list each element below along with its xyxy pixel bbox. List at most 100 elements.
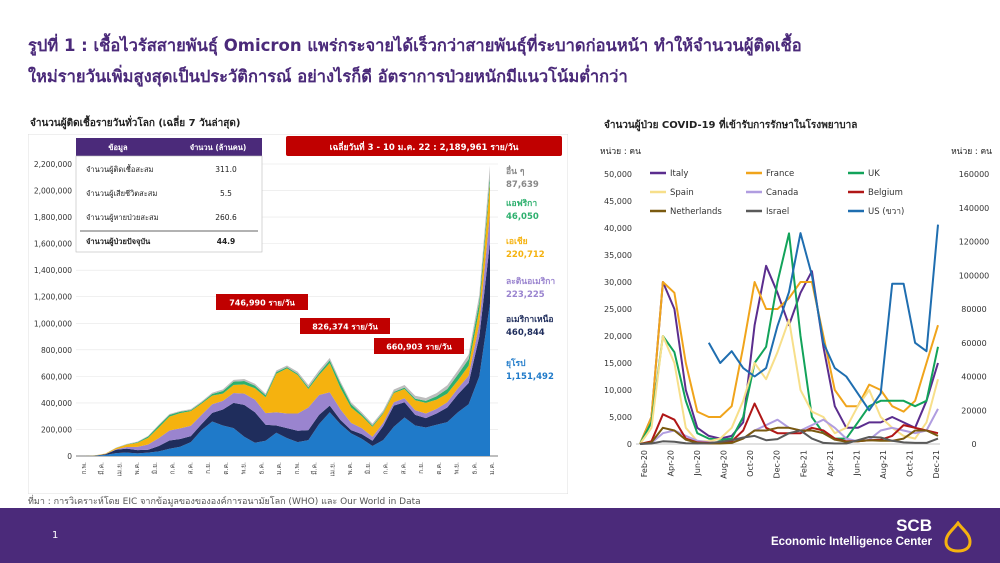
table-header-label: ข้อมูล: [108, 143, 128, 153]
left-x-tick: ต.ค.: [435, 462, 443, 475]
annotation-bg: [300, 318, 390, 334]
right-x-tick: Aug-20: [720, 450, 729, 479]
right-chart-y-left-tick: 15,000: [604, 359, 632, 368]
footer-bar: 1 SCB Economic Intelligence Center: [0, 508, 1000, 563]
left-x-tick: พ.ย.: [453, 462, 461, 474]
left-x-tick: ก.พ.: [80, 462, 88, 474]
left-y-tick: 1,800,000: [34, 213, 72, 222]
headline: รูปที่ 1 : เชื้อไวรัสสายพันธุ์ Omicron แ…: [28, 30, 978, 92]
area-value-3: 220,712: [506, 250, 545, 260]
right-x-tick: Oct-21: [905, 450, 914, 477]
brand-block: SCB Economic Intelligence Center: [771, 516, 932, 548]
right-chart-y-right-tick: 80000: [961, 305, 986, 314]
right-x-tick: Dec-20: [773, 450, 782, 479]
headline-line-1: รูปที่ 1 : เชื้อไวรัสสายพันธุ์ Omicron แ…: [28, 36, 802, 55]
left-x-tick: ก.ย.: [417, 462, 425, 474]
annotation-bg: [216, 294, 308, 310]
brand-subtitle: Economic Intelligence Center: [770, 536, 932, 548]
left-x-tick: ก.ค.: [382, 462, 390, 474]
legend-label-1: France: [766, 169, 794, 179]
table-body-bg: [75, 155, 263, 253]
left-x-tick: มี.ค.: [311, 462, 319, 475]
right-chart-y-right-tick: 0: [971, 440, 976, 449]
right-chart-y-left-tick: 5,000: [609, 413, 632, 422]
annotation-text: 660,903 ราย/วัน: [386, 343, 452, 352]
table-row-value: 311.0: [215, 165, 237, 174]
left-x-tick: มี.ค.: [98, 462, 106, 475]
legend-label-6: Netherlands: [670, 207, 722, 217]
right-chart-title: จำนวนผู้ป่วย COVID-19 ที่เข้ารับการรักษา…: [604, 120, 858, 131]
left-x-tick: พ.ย.: [240, 462, 248, 474]
left-chart-title: จำนวนผู้ติดเชื้อรายวันทั่วโลก (เฉลี่ย 7 …: [30, 118, 241, 129]
left-x-tick: พ.ค.: [346, 462, 354, 475]
area-label-2: ละตินอเมริกา: [506, 276, 555, 287]
left-x-tick: ต.ค.: [222, 462, 230, 475]
area-label-1: อเมริกาเหนือ: [506, 314, 554, 325]
right-chart-y-right-tick: 160000: [959, 170, 990, 179]
right-x-tick: Aug-21: [879, 450, 888, 479]
right-chart-y-left-tick: 0: [627, 440, 632, 449]
area-series-0: [84, 303, 490, 456]
table-header-bg: [76, 138, 262, 156]
left-x-tick: ม.ค.: [488, 462, 496, 475]
left-y-tick: 1,400,000: [34, 266, 72, 275]
banner-text: เฉลี่ยวันที่ 3 - 10 ม.ค. 22 : 2,189,961 …: [330, 140, 519, 153]
table-row-label: จำนวนผู้ติดเชื้อสะสม: [86, 164, 154, 174]
legend-label-0: Italy: [670, 169, 688, 179]
table-row-value: 260.6: [215, 213, 237, 222]
right-chart-y-right-tick: 20000: [961, 406, 986, 415]
left-x-tick: เม.ย.: [115, 462, 123, 476]
right-chart-y-left-tick: 10,000: [604, 386, 632, 395]
line-series-3: [639, 318, 939, 445]
right-chart-y-right-tick: 140000: [959, 204, 990, 213]
right-chart-y-left-tick: 20,000: [604, 332, 632, 341]
left-y-tick: 600,000: [41, 372, 72, 381]
brand-name: SCB: [896, 516, 932, 535]
left-y-tick: 0: [67, 452, 72, 461]
legend-label-3: Spain: [670, 188, 694, 198]
table-header-value: จำนวน (ล้านคน): [190, 143, 247, 152]
legend-label-8: US (ขวา): [868, 207, 904, 217]
right-x-tick: Oct-20: [746, 450, 755, 477]
area-label-4: แอฟริกา: [506, 198, 537, 209]
right-x-tick: Apr-20: [667, 450, 676, 476]
right-x-tick: Jun-20: [693, 450, 702, 477]
left-chart: 0 200,000 400,000 600,000 800,000 1,000,000 1,…: [28, 134, 568, 494]
area-label-5: อื่น ๆ: [506, 164, 525, 177]
right-x-tick: Jun-21: [852, 450, 861, 477]
area-value-2: 223,225: [506, 290, 545, 300]
left-x-tick: เม.ย.: [328, 462, 336, 476]
right-chart-y-right-tick: 60000: [961, 339, 986, 348]
source-note: ที่มา : การวิเคราะห์โดย EIC จากข้อมูลของ…: [28, 497, 421, 507]
left-y-tick: 1,200,000: [34, 293, 72, 302]
right-chart-y-left-tick: 40,000: [604, 224, 632, 233]
table-row-value: 44.9: [217, 237, 236, 246]
banner-bg: [286, 136, 562, 156]
legend-label-7: Israel: [766, 207, 789, 217]
left-x-tick: ก.ค.: [169, 462, 177, 474]
left-y-tick: 1,000,000: [34, 319, 72, 328]
legend-label-4: Canada: [766, 188, 798, 198]
line-series-6: [639, 426, 939, 445]
annotation-text: 746,990 ราย/วัน: [229, 299, 295, 308]
line-series-7: [639, 429, 939, 445]
area-value-0: 1,151,492: [506, 372, 554, 382]
right-chart-y-left-tick: 45,000: [604, 197, 632, 206]
area-series-3: [84, 183, 490, 456]
right-x-tick: Dec-21: [932, 450, 941, 479]
table-row-label: จำนวนผู้หายป่วยสะสม: [86, 213, 159, 222]
unit-left: หน่วย : คน: [600, 147, 641, 157]
line-series-8: [707, 224, 939, 412]
area-label-0: ยุโรป: [506, 358, 526, 369]
left-x-tick: ธ.ค.: [257, 462, 265, 474]
area-value-5: 87,639: [506, 180, 539, 190]
left-y-tick: 800,000: [41, 346, 72, 355]
left-x-tick: ธ.ค.: [470, 462, 478, 474]
left-y-tick: 1,600,000: [34, 240, 72, 249]
left-x-tick: พ.ค.: [133, 462, 141, 475]
scb-logo-icon: [944, 521, 972, 553]
right-chart-y-left-tick: 25,000: [604, 305, 632, 314]
table-row-label: จำนวนผู้เสียชีวิตสะสม: [86, 189, 157, 198]
area-label-3: เอเชีย: [506, 236, 528, 247]
area-value-4: 46,050: [506, 212, 539, 222]
